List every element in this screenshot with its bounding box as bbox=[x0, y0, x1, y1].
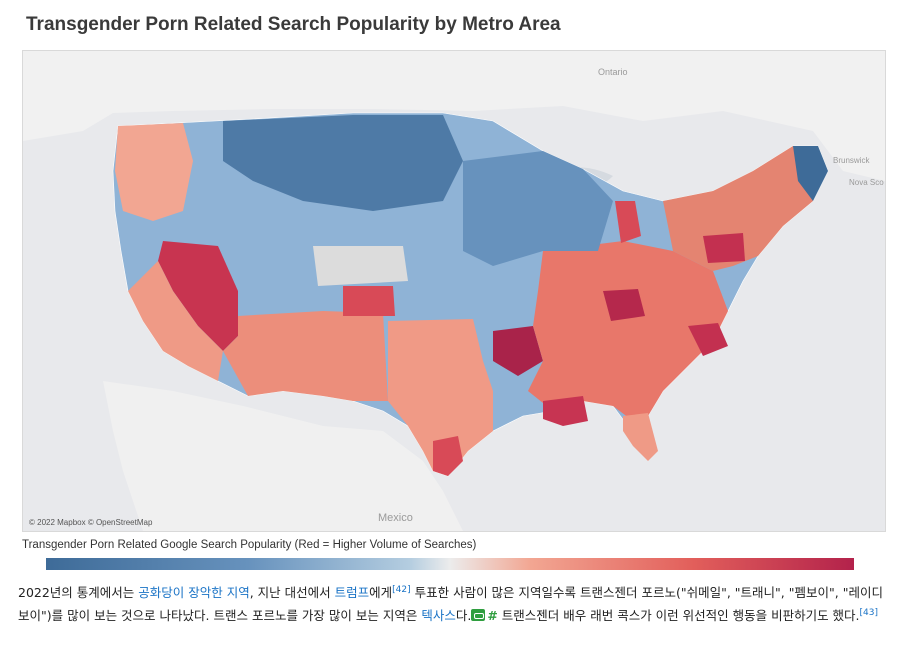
region-southern-california[interactable] bbox=[128, 261, 223, 381]
caption-paragraph: 2022년의 통계에서는 공화당이 장악한 지역, 지난 대선에서 트럼프에게[… bbox=[18, 580, 888, 626]
region-florida[interactable] bbox=[623, 413, 658, 461]
caption-text: 트랜스젠더 배우 래번 콕스가 이런 위선적인 행동을 비판하기도 했다. bbox=[497, 608, 860, 624]
label-nova-scotia: Nova Sco bbox=[849, 178, 884, 187]
region-kentucky[interactable] bbox=[603, 289, 645, 321]
hash-anchor[interactable]: # bbox=[487, 608, 498, 624]
caption-text: 에게 bbox=[369, 585, 393, 601]
region-midwest[interactable] bbox=[463, 151, 613, 266]
footnote-ref-42[interactable]: [42] bbox=[392, 585, 411, 595]
choropleth-map[interactable]: Ontario Brunswick Nova Sco Mexico bbox=[23, 51, 885, 531]
map-viewport[interactable]: Ontario Brunswick Nova Sco Mexico © 2022… bbox=[22, 50, 886, 532]
region-nevada[interactable] bbox=[158, 241, 238, 351]
region-louisiana[interactable] bbox=[543, 396, 588, 426]
region-pacific-northwest[interactable] bbox=[115, 123, 193, 221]
canada-land bbox=[23, 51, 885, 181]
region-colorado[interactable] bbox=[343, 286, 395, 316]
region-arkansas[interactable] bbox=[493, 326, 543, 376]
label-brunswick: Brunswick bbox=[833, 156, 870, 165]
caption-text: 투표한 사람이 많은 지역일수록 트랜스젠더 포르노("쉬메일", "트래니",… bbox=[18, 585, 883, 624]
link-badge-icon[interactable] bbox=[471, 609, 486, 622]
caption-text: 2022년의 통계에서는 bbox=[18, 585, 139, 601]
legend-color-scale bbox=[46, 558, 854, 570]
region-texas[interactable] bbox=[388, 319, 493, 476]
region-north-carolina[interactable] bbox=[688, 323, 728, 356]
map-credit: © 2022 Mapbox © OpenStreetMap bbox=[29, 518, 153, 527]
link-trump[interactable]: 트럼프 bbox=[334, 585, 370, 601]
region-houston[interactable] bbox=[433, 436, 463, 476]
label-ontario: Ontario bbox=[598, 67, 628, 77]
region-northeast[interactable] bbox=[663, 146, 813, 271]
region-southeast[interactable] bbox=[528, 241, 728, 421]
link-texas[interactable]: 텍사스 bbox=[421, 608, 456, 624]
link-republican-areas[interactable]: 공화당이 장악한 지역 bbox=[138, 585, 250, 601]
region-michigan[interactable] bbox=[615, 201, 641, 243]
region-northern-plains[interactable] bbox=[223, 115, 463, 211]
label-mexico: Mexico bbox=[378, 512, 413, 524]
region-pennsylvania[interactable] bbox=[703, 233, 745, 263]
map-title: Transgender Porn Related Search Populari… bbox=[26, 14, 561, 35]
mexico-land bbox=[103, 381, 463, 531]
region-central-neutral[interactable] bbox=[313, 246, 408, 286]
caption-text: 다. bbox=[455, 608, 472, 624]
legend-title: Transgender Porn Related Google Search P… bbox=[22, 539, 477, 551]
caption-text: , 지난 대선에서 bbox=[249, 585, 335, 601]
region-maine[interactable] bbox=[793, 146, 828, 201]
footnote-ref-43[interactable]: [43] bbox=[859, 608, 879, 619]
region-southwest[interactable] bbox=[223, 311, 388, 401]
